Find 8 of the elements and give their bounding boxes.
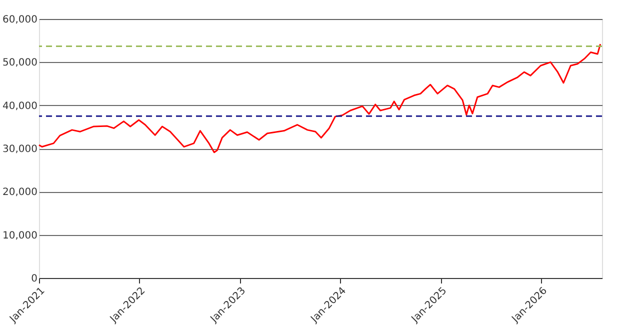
y-tick-label: 50,000: [2, 58, 38, 69]
y-tick-label: 20,000: [2, 187, 38, 198]
y-tick-label: 10,000: [2, 230, 38, 242]
y-tick-label: 60,000: [2, 14, 38, 26]
y-tick-label: 40,000: [2, 100, 38, 112]
line-series: [38, 43, 602, 154]
y-tick-label: 0: [31, 274, 38, 284]
y-tick-label: 30,000: [2, 144, 38, 155]
